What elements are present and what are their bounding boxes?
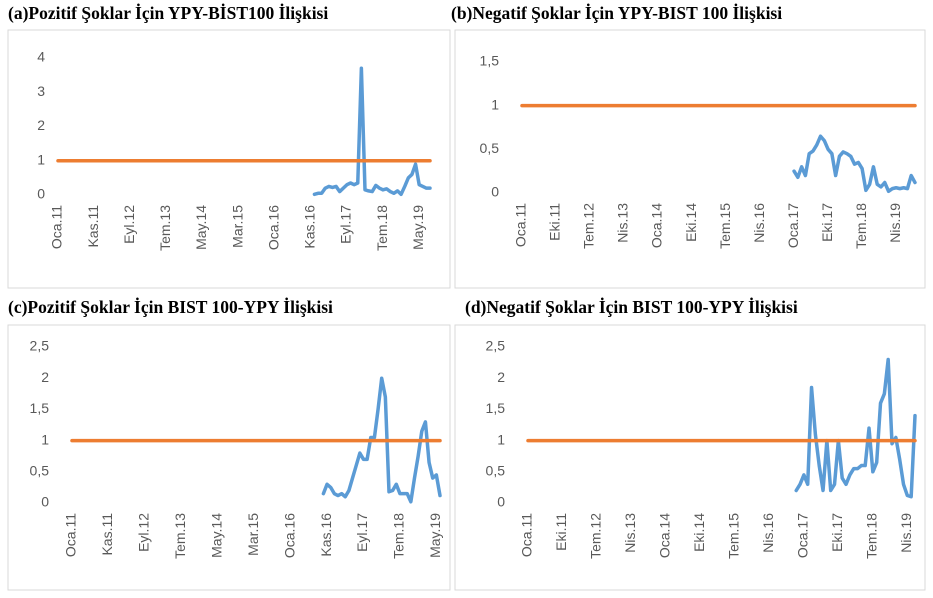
x-tick-label: Nis.16 [760, 513, 776, 553]
x-tick-label: Tem.13 [157, 205, 173, 251]
x-tick-label: Nis.16 [751, 203, 767, 243]
x-tick-label: Eyl.17 [338, 205, 354, 244]
y-tick-label: 0 [41, 494, 49, 510]
x-tick-label: Oca.17 [785, 203, 801, 248]
y-tick-label: 1,5 [30, 400, 50, 416]
y-tick-label: 1 [491, 96, 499, 112]
x-tick-label: Tem.12 [588, 513, 604, 559]
x-tick-label: Tem.15 [726, 513, 742, 559]
chart-title: (d)Negatif Şoklar İçin BIST 100-YPY İliş… [465, 297, 798, 317]
y-tick-label: 1,5 [486, 400, 506, 416]
y-tick-label: 2 [497, 369, 505, 385]
x-tick-label: Eki.14 [683, 203, 699, 242]
x-tick-label: May.19 [427, 513, 443, 558]
y-tick-label: 0 [491, 184, 499, 200]
x-tick-label: Eki.14 [691, 513, 707, 552]
x-tick-label: Nis.19 [887, 203, 903, 243]
x-tick-label: Eki.17 [829, 513, 845, 552]
y-tick-label: 1 [497, 431, 505, 447]
x-tick-label: Tem.12 [581, 203, 597, 249]
chart-title: (c)Pozitif Şoklar İçin BIST 100-YPY İliş… [8, 297, 333, 317]
x-tick-label: Tem.13 [172, 513, 188, 559]
y-tick-label: 0,5 [486, 463, 506, 479]
x-tick-label: Oca.11 [513, 203, 529, 247]
x-tick-label: Tem.15 [717, 203, 733, 249]
x-tick-label: May.14 [193, 205, 209, 250]
x-tick-label: Eki.17 [819, 203, 835, 242]
x-tick-label: Mar.15 [229, 205, 245, 248]
x-tick-label: Oca.16 [281, 513, 297, 558]
x-tick-label: Tem.18 [391, 513, 407, 559]
x-tick-label: Eyl.12 [121, 205, 137, 244]
x-tick-label: Tem.18 [374, 205, 390, 251]
y-tick-label: 2 [41, 369, 49, 385]
x-tick-label: Kas.11 [85, 205, 101, 248]
x-tick-label: May.14 [208, 513, 224, 558]
x-tick-label: Eyl.12 [136, 513, 152, 552]
x-tick-label: May.19 [410, 205, 426, 250]
x-tick-label: Mar.15 [245, 513, 261, 556]
x-tick-label: Nis.13 [615, 203, 631, 243]
y-tick-label: 3 [37, 83, 45, 99]
x-tick-label: Eki.11 [547, 203, 563, 241]
x-tick-label: Oca.14 [649, 203, 665, 248]
x-tick-label: Eyl.17 [354, 513, 370, 552]
x-tick-label: Oca.14 [657, 513, 673, 558]
x-tick-label: Kas.16 [318, 513, 334, 557]
y-tick-label: 0,5 [480, 140, 500, 156]
x-tick-label: Eki.11 [553, 513, 569, 551]
chart-frame [7, 29, 451, 289]
chart-frame [454, 29, 926, 289]
y-tick-label: 1,5 [480, 53, 500, 69]
x-tick-label: Nis.19 [898, 513, 914, 553]
y-tick-label: 0 [37, 186, 45, 202]
y-tick-label: 2,5 [30, 338, 50, 354]
y-tick-label: 1 [41, 431, 49, 447]
x-tick-label: Oca.16 [265, 205, 281, 250]
x-tick-label: Tem.18 [853, 203, 869, 249]
x-tick-label: Kas.16 [302, 205, 318, 249]
series-line [792, 134, 917, 193]
chart-frame [7, 324, 451, 591]
x-tick-label: Oca.11 [63, 513, 79, 557]
chart-frame [454, 324, 926, 591]
x-tick-label: Oca.11 [519, 513, 535, 557]
chart-title: (a)Pozitif Şoklar İçin YPY-BİST100 İlişk… [8, 3, 328, 23]
series-line [794, 357, 917, 499]
chart-title: (b)Negatif Şoklar İçin YPY-BIST 100 İliş… [451, 3, 782, 23]
y-tick-label: 1 [37, 151, 45, 167]
x-tick-label: Oca.17 [795, 513, 811, 558]
y-tick-label: 0 [497, 494, 505, 510]
x-tick-label: Nis.13 [622, 513, 638, 553]
x-tick-label: Kas.11 [99, 513, 115, 556]
y-tick-label: 4 [37, 49, 45, 65]
y-tick-label: 2 [37, 117, 45, 133]
x-tick-label: Oca.11 [49, 205, 65, 249]
series-line [312, 66, 432, 197]
y-tick-label: 0,5 [30, 463, 50, 479]
x-tick-label: Tem.18 [864, 513, 880, 559]
y-tick-label: 2,5 [486, 338, 506, 354]
